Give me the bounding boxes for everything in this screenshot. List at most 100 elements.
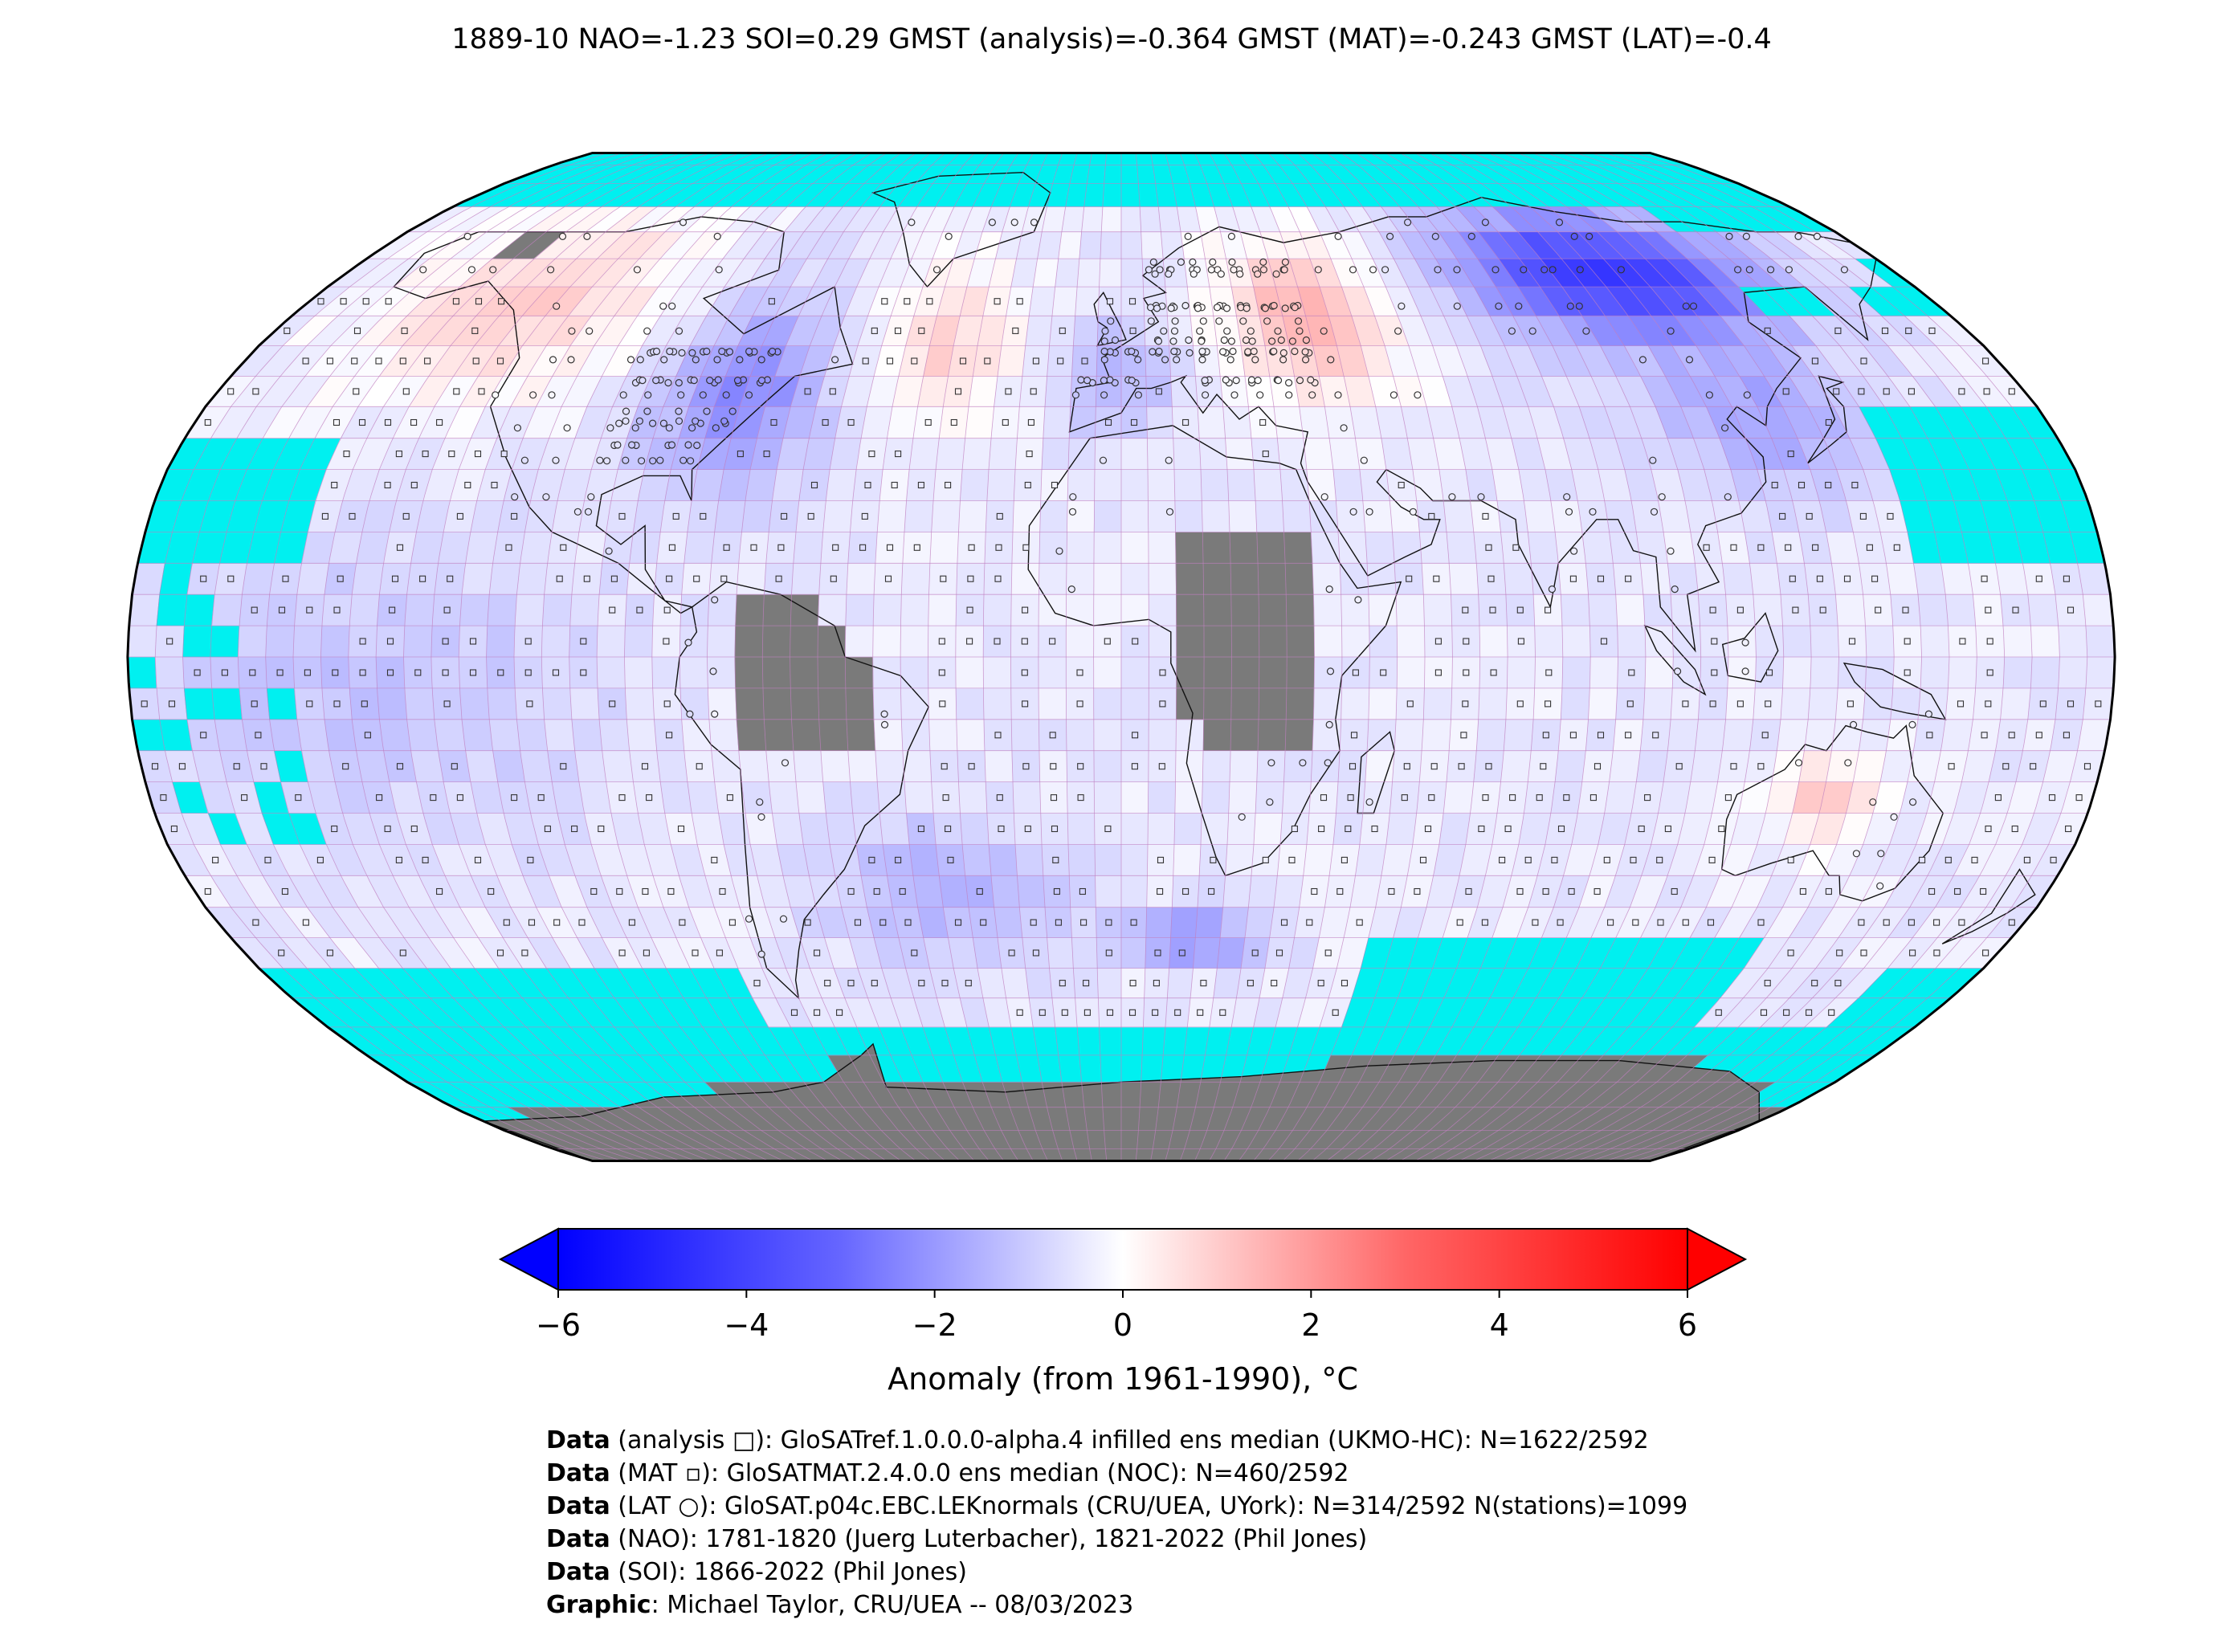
mat-marker bbox=[358, 418, 366, 426]
station-marker bbox=[713, 232, 721, 240]
mat-marker bbox=[610, 575, 618, 582]
grid-cell bbox=[1120, 183, 1141, 207]
mat-marker bbox=[667, 887, 675, 895]
mat-marker bbox=[1485, 763, 1492, 770]
grid-cell bbox=[1044, 376, 1072, 407]
mat-marker bbox=[331, 481, 338, 489]
mat-marker bbox=[1499, 856, 1506, 863]
mat-marker bbox=[1076, 669, 1083, 676]
station-marker bbox=[1296, 327, 1304, 335]
grid-cell bbox=[403, 625, 433, 658]
mat-marker bbox=[1460, 732, 1467, 739]
station-marker bbox=[1266, 798, 1274, 806]
grid-cell bbox=[459, 593, 490, 626]
station-marker bbox=[1326, 667, 1335, 675]
station-marker bbox=[1650, 508, 1659, 516]
station-marker bbox=[712, 424, 720, 432]
mat-marker bbox=[938, 669, 945, 676]
mat-marker bbox=[646, 794, 653, 802]
mat-marker bbox=[1159, 700, 1166, 708]
grid-cell bbox=[1229, 750, 1259, 782]
grid-cell bbox=[574, 532, 607, 564]
mat-marker bbox=[284, 327, 291, 334]
grid-cell bbox=[1147, 813, 1176, 845]
station-marker bbox=[1230, 266, 1238, 274]
station-marker bbox=[573, 508, 582, 516]
grid-cell bbox=[1366, 719, 1397, 751]
grid-cell bbox=[1754, 625, 1785, 658]
mat-marker bbox=[1485, 544, 1492, 551]
mat-marker bbox=[1174, 1009, 1181, 1016]
mat-marker bbox=[1957, 700, 1965, 708]
grid-cell bbox=[461, 563, 493, 595]
mat-marker bbox=[1983, 388, 1990, 395]
mat-marker bbox=[402, 388, 410, 395]
mat-marker bbox=[1105, 949, 1112, 957]
mat-marker bbox=[227, 388, 235, 395]
grid-cell bbox=[735, 687, 765, 720]
grid-cell bbox=[846, 563, 876, 595]
grid-cell bbox=[1200, 469, 1230, 501]
grid-cell bbox=[1175, 750, 1204, 782]
mat-marker bbox=[349, 512, 356, 520]
mat-marker bbox=[598, 825, 605, 833]
grid-cell bbox=[1039, 532, 1067, 564]
mat-marker bbox=[560, 544, 567, 551]
mat-marker bbox=[663, 638, 670, 645]
grid-cell bbox=[820, 750, 851, 782]
grid-cell bbox=[1055, 258, 1080, 288]
mat-marker bbox=[1406, 575, 1413, 582]
mat-marker bbox=[2030, 763, 2037, 770]
grid-cell bbox=[1100, 1054, 1122, 1083]
mat-marker bbox=[1630, 856, 1637, 863]
station-marker bbox=[1852, 850, 1860, 858]
grid-cell bbox=[762, 593, 792, 626]
mat-marker bbox=[386, 669, 394, 676]
station-marker bbox=[520, 456, 529, 464]
station-marker bbox=[1340, 424, 1348, 432]
mat-marker bbox=[886, 357, 894, 365]
station-marker bbox=[703, 407, 711, 415]
grid-cell bbox=[879, 813, 910, 845]
mat-marker bbox=[1406, 700, 1414, 708]
mat-marker bbox=[1352, 669, 1359, 676]
mat-marker bbox=[496, 357, 504, 365]
mat-marker bbox=[580, 638, 587, 645]
station-marker bbox=[745, 347, 753, 356]
mat-marker bbox=[1349, 763, 1357, 770]
grid-cell bbox=[159, 563, 193, 595]
station-marker bbox=[1563, 493, 1571, 501]
mat-marker bbox=[917, 481, 924, 489]
mat-marker bbox=[524, 638, 532, 645]
mat-marker bbox=[672, 512, 679, 520]
mat-marker bbox=[1032, 357, 1039, 365]
grid-cell bbox=[955, 656, 984, 689]
grid-cell bbox=[1255, 781, 1284, 814]
mat-marker bbox=[1909, 949, 1916, 957]
grid-cell bbox=[1047, 937, 1074, 969]
mat-marker bbox=[1428, 794, 1435, 802]
mat-marker bbox=[2095, 700, 2102, 708]
station-marker bbox=[1161, 356, 1169, 364]
grid-cell bbox=[928, 719, 958, 751]
grid-cell bbox=[324, 719, 357, 751]
station-marker bbox=[1213, 304, 1222, 312]
mat-marker bbox=[1764, 327, 1771, 334]
grid-cell bbox=[1081, 206, 1104, 232]
mat-marker bbox=[663, 700, 671, 708]
grid-cell bbox=[900, 625, 929, 658]
grid-cell bbox=[1058, 231, 1082, 259]
station-marker bbox=[1010, 218, 1018, 226]
mat-marker bbox=[1462, 606, 1469, 614]
grid-cell bbox=[1201, 500, 1230, 532]
mat-marker bbox=[753, 980, 761, 987]
mat-marker bbox=[436, 887, 443, 895]
grid-cell bbox=[1147, 469, 1176, 501]
grid-cell bbox=[1722, 563, 1754, 595]
mat-marker bbox=[911, 357, 918, 365]
mat-marker bbox=[959, 357, 967, 365]
mat-marker bbox=[994, 575, 1002, 582]
mat-marker bbox=[1341, 980, 1349, 987]
grid-cell bbox=[741, 781, 773, 814]
station-marker bbox=[1223, 327, 1231, 335]
